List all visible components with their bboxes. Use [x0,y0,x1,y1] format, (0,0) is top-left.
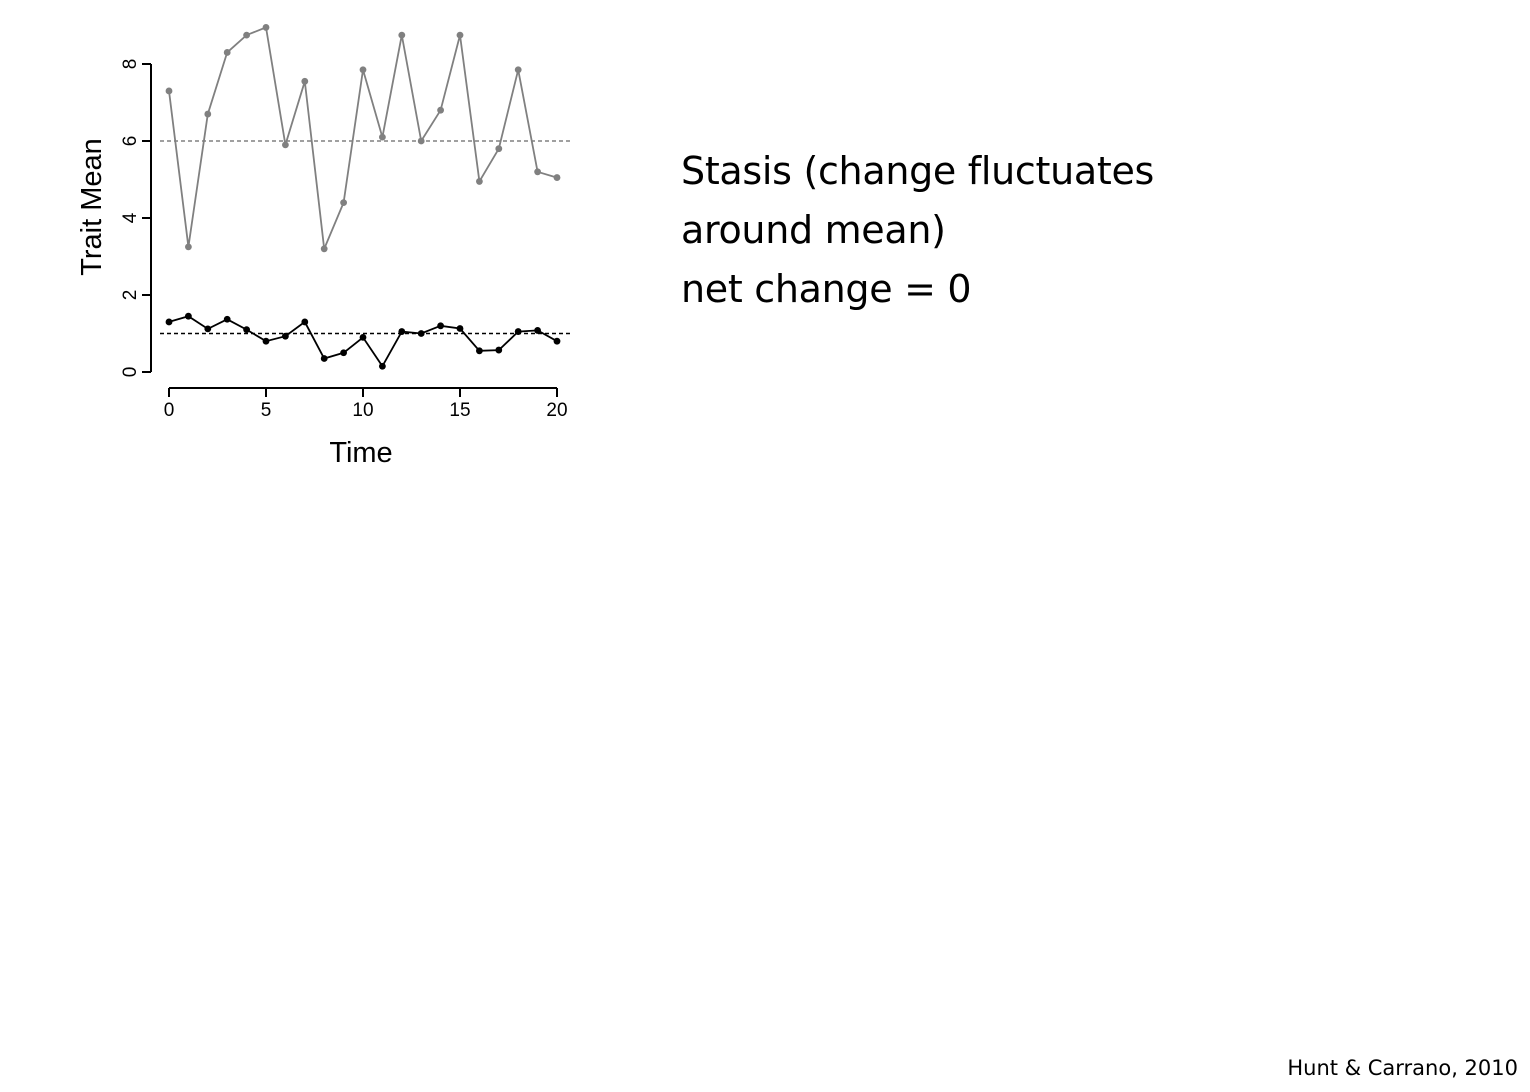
description-line-3: net change = 0 [681,260,1154,319]
data-point [515,66,522,73]
data-point [495,347,502,354]
data-point [379,134,386,141]
x-tick-label: 20 [546,400,567,421]
data-point [457,325,464,332]
data-point [515,328,522,335]
data-point [243,32,250,39]
y-tick-label: 4 [120,212,141,223]
data-point [437,322,444,329]
data-point [495,145,502,152]
series-line-2 [169,316,557,366]
data-point [418,138,425,145]
data-point [476,178,483,185]
series-2 [166,313,561,370]
data-point [360,334,367,341]
data-point [301,78,308,85]
data-point [437,107,444,114]
data-point [379,363,386,370]
data-point [263,338,270,345]
data-point [418,330,425,337]
data-point [301,319,308,326]
data-point [282,333,289,340]
data-point [534,327,541,334]
data-point [360,66,367,73]
data-point [457,32,464,39]
y-axis-label: Trait Mean [76,138,108,276]
data-point [340,349,347,356]
data-point [185,313,192,320]
data-point [534,168,541,175]
data-point [554,174,561,181]
data-point [321,245,328,252]
x-tick-label: 0 [164,400,175,421]
data-point [340,199,347,206]
data-point [224,316,231,323]
data-point [282,141,289,148]
data-point [263,24,270,31]
x-tick-label: 15 [449,400,470,421]
data-point [321,355,328,362]
data-point [398,328,405,335]
data-point [398,32,405,39]
description-line-2: around mean) [681,201,1154,260]
slide-description: Stasis (change fluctuates around mean) n… [681,142,1154,319]
mean-lines [160,141,571,334]
series-line-1 [169,27,557,248]
citation: Hunt & Carrano, 2010 [1287,1056,1518,1080]
y-tick-label: 2 [120,290,141,301]
series-1 [166,24,561,252]
x-axis-label: Time [329,437,392,469]
data-point [166,88,173,95]
description-line-1: Stasis (change fluctuates [681,142,1154,201]
data-point [204,111,211,118]
data-point [224,49,231,56]
y-tick-label: 6 [120,136,141,147]
x-tick-label: 10 [352,400,373,421]
data-point [554,338,561,345]
data-point [166,319,173,326]
trait-mean-chart: 0 2 4 6 8 0 5 10 15 20 Time Trait Mean [0,0,620,500]
data-point [476,347,483,354]
chart-series [166,24,561,370]
data-point [243,326,250,333]
data-point [204,325,211,332]
data-point [185,243,192,250]
y-tick-label: 8 [120,59,141,70]
y-tick-label: 0 [120,367,141,378]
x-tick-label: 5 [261,400,272,421]
